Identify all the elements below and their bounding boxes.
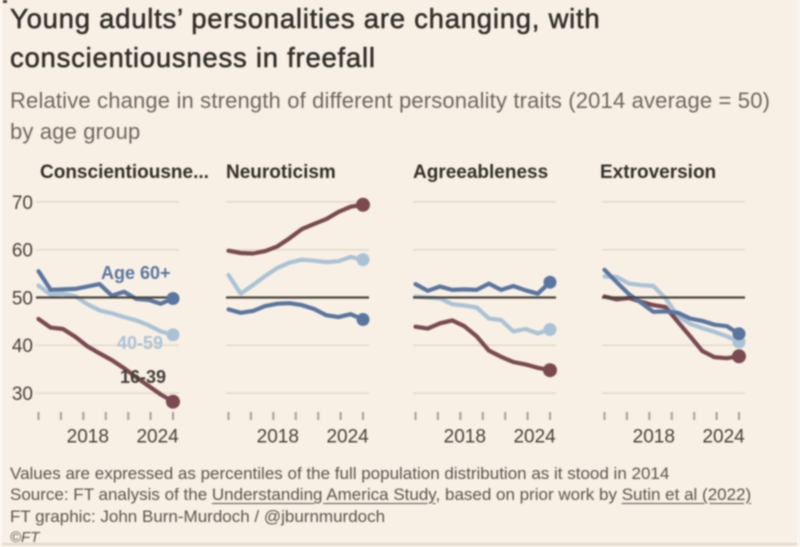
svg-text:2018: 2018 bbox=[257, 427, 299, 448]
svg-text:40-59: 40-59 bbox=[117, 333, 163, 353]
svg-text:70: 70 bbox=[12, 193, 33, 214]
svg-text:16-39: 16-39 bbox=[120, 367, 166, 387]
svg-text:40: 40 bbox=[12, 336, 33, 357]
svg-text:2018: 2018 bbox=[444, 427, 486, 448]
svg-text:2024: 2024 bbox=[702, 427, 745, 448]
svg-text:2024: 2024 bbox=[136, 427, 179, 448]
svg-text:2024: 2024 bbox=[326, 427, 369, 448]
svg-text:2024: 2024 bbox=[513, 427, 556, 448]
svg-text:60: 60 bbox=[12, 241, 33, 262]
svg-text:30: 30 bbox=[12, 384, 33, 405]
svg-text:2018: 2018 bbox=[67, 427, 109, 448]
svg-text:Age 60+: Age 60+ bbox=[101, 263, 171, 283]
svg-text:50: 50 bbox=[12, 288, 33, 309]
svg-text:2018: 2018 bbox=[633, 427, 675, 448]
